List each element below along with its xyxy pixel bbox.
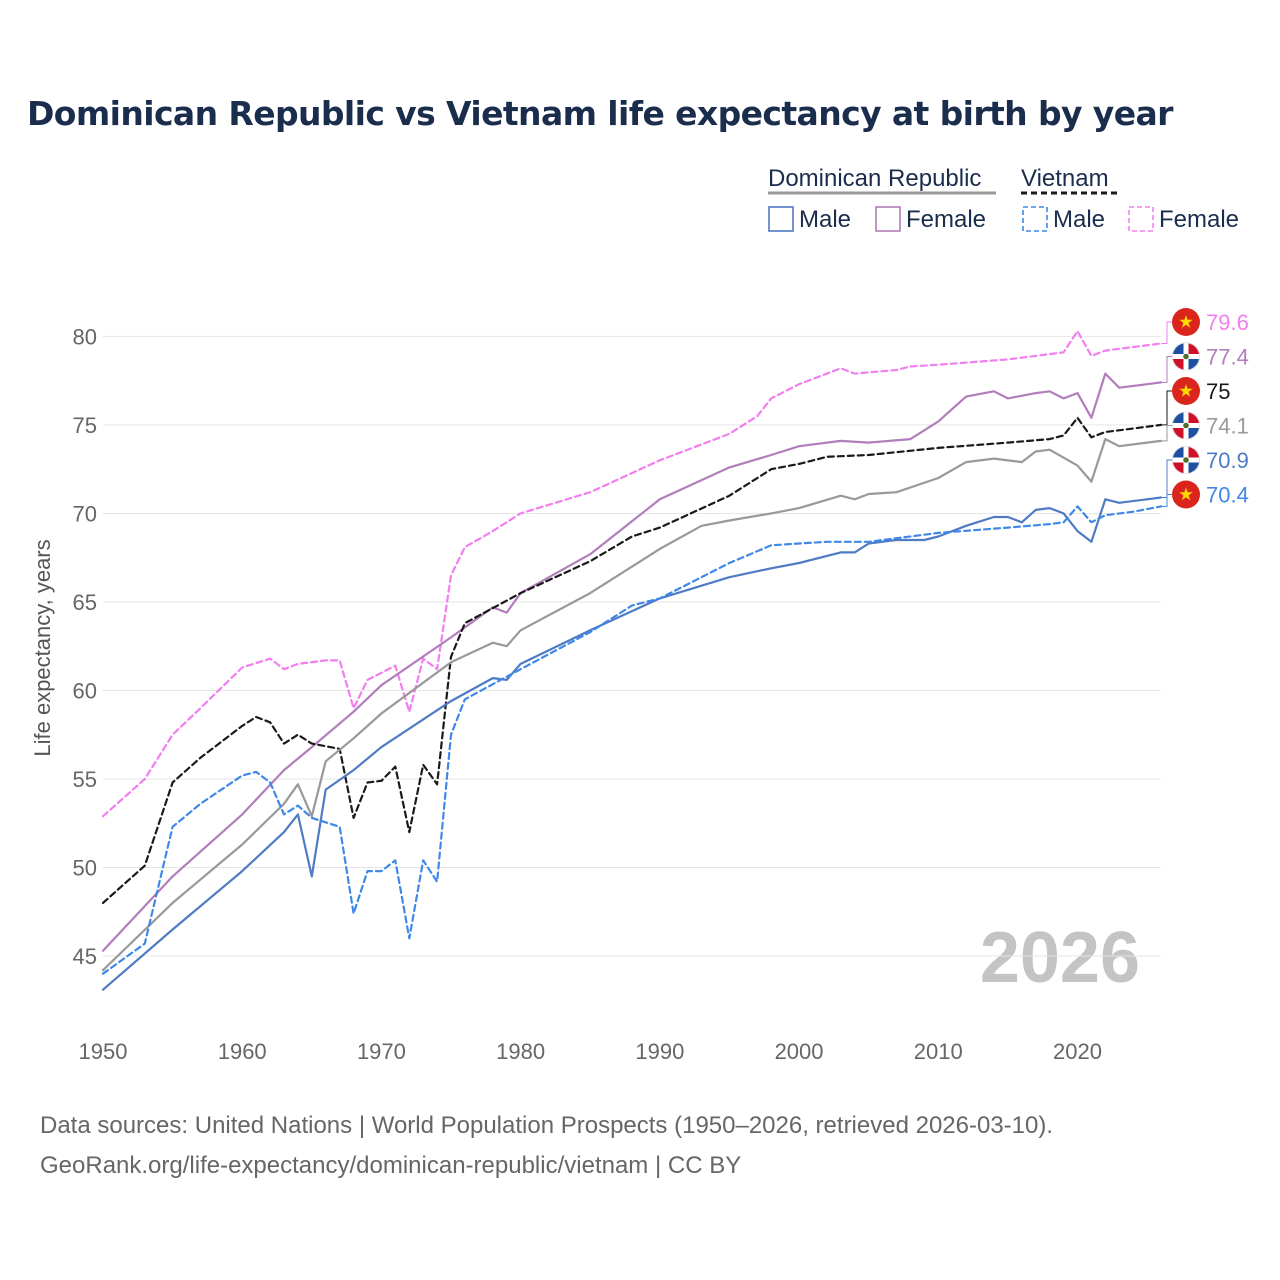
y-tick-label: 70	[73, 501, 97, 526]
end-label-vietnam-male: 70.4	[1206, 483, 1249, 508]
series-line-dominican-republic-female	[101, 372, 1163, 952]
legend-group-dominican-republic: Dominican Republic	[768, 165, 981, 192]
dominican-republic-flag-icon	[1172, 412, 1200, 440]
end-label-vietnam-female: 79.6	[1206, 310, 1249, 335]
source-line: Data sources: United Nations | World Pop…	[40, 1112, 1054, 1139]
x-tick-label: 1990	[635, 1039, 684, 1064]
x-tick-label: 2010	[914, 1039, 963, 1064]
y-axis-ticks: 45 50 55 60 65 70 75 80	[73, 324, 97, 969]
y-tick-label: 50	[73, 856, 97, 881]
chart-title: Dominican Republic vs Vietnam life expec…	[27, 94, 1173, 133]
vietnam-flag-icon	[1172, 308, 1200, 336]
end-label-vietnam: 75	[1206, 379, 1230, 404]
y-tick-label: 80	[73, 324, 97, 349]
series-line-dominican-republic-male	[101, 496, 1163, 991]
end-label-connector	[1161, 356, 1173, 383]
dominican-republic-flag-icon	[1172, 343, 1200, 371]
end-label-dominican-republic-female: 77.4	[1206, 345, 1249, 370]
series-lines	[101, 330, 1163, 991]
end-label-connector	[1161, 390, 1173, 426]
legend: Dominican Republic Vietnam Male Female M…	[768, 165, 1239, 233]
gridlines	[103, 335, 1161, 957]
vietnam-flag-icon	[1172, 377, 1200, 405]
x-tick-label: 1970	[357, 1039, 406, 1064]
series-line-vietnam	[101, 416, 1163, 904]
legend-group-vietnam: Vietnam	[1021, 165, 1109, 192]
legend-swatch-dr-male	[768, 206, 794, 232]
y-tick-label: 65	[73, 590, 97, 615]
end-label-dominican-republic: 74.1	[1206, 414, 1249, 439]
year-watermark: 2026	[980, 918, 1140, 998]
end-label-connector	[1161, 321, 1173, 344]
series-line-dominican-republic	[101, 438, 1163, 972]
legend-swatch-vn-female	[1128, 206, 1154, 232]
vietnam-flag-icon	[1172, 480, 1200, 509]
end-label-connector	[1161, 459, 1173, 499]
legend-label-dr-male: Male	[799, 206, 851, 233]
legend-label-dr-female: Female	[906, 206, 986, 233]
series-line-vietnam-male	[101, 505, 1163, 975]
x-tick-label: 2000	[775, 1039, 824, 1064]
y-tick-label: 55	[73, 767, 97, 792]
legend-swatch-vn-male	[1022, 206, 1048, 232]
end-label-connector	[1161, 425, 1173, 442]
end-labels: 79.6 77.4 75 74.1 70.9 70.4	[1161, 308, 1249, 509]
legend-label-vn-female: Female	[1159, 206, 1239, 233]
x-tick-label: 1960	[218, 1039, 267, 1064]
data-sources: Data sources: United Nations | World Pop…	[40, 1106, 1053, 1186]
dominican-republic-flag-icon	[1172, 446, 1200, 474]
legend-label-vn-male: Male	[1053, 206, 1105, 233]
x-tick-label: 2020	[1053, 1039, 1102, 1064]
y-tick-label: 60	[73, 678, 97, 703]
source-url: GeoRank.org/life-expectancy/dominican-re…	[40, 1152, 742, 1179]
y-tick-label: 75	[73, 413, 97, 438]
x-tick-label: 1950	[79, 1039, 128, 1064]
series-line-vietnam-female	[101, 330, 1163, 818]
end-label-connector	[1161, 494, 1173, 507]
legend-swatch-dr-female	[875, 206, 901, 232]
y-tick-label: 45	[73, 944, 97, 969]
end-label-dominican-republic-male: 70.9	[1206, 448, 1249, 473]
y-axis-label: Life expectancy, years	[30, 539, 55, 756]
x-tick-label: 1980	[496, 1039, 545, 1064]
x-axis-ticks: 1950 1960 1970 1980 1990 2000 2010 2020	[79, 1039, 1102, 1064]
